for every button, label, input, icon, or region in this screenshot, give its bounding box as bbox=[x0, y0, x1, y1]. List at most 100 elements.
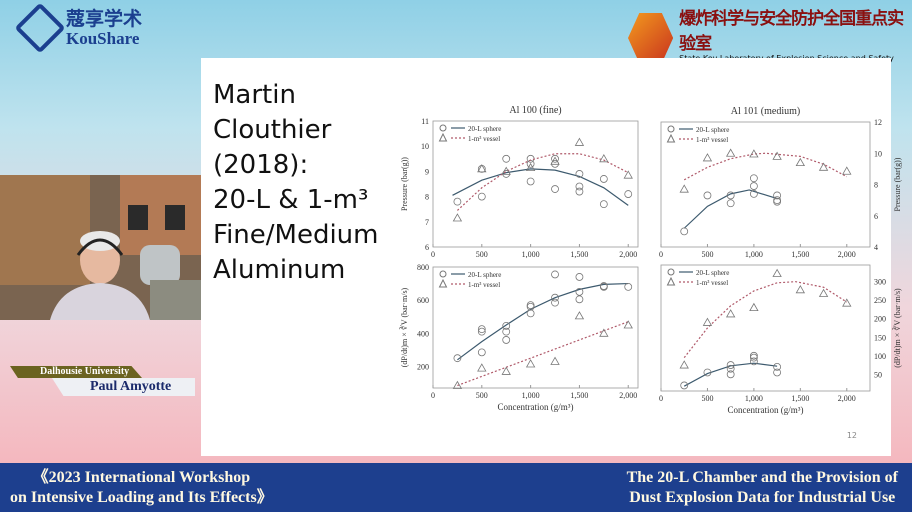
y-tick-label: 600 bbox=[417, 296, 429, 305]
x-tick-label: 2,000 bbox=[838, 394, 856, 403]
sphere-data-point bbox=[599, 200, 608, 209]
sphere-data-point bbox=[599, 175, 608, 183]
sphere-data-point bbox=[477, 325, 486, 334]
plot-frame bbox=[432, 120, 639, 248]
talk-line2: Dust Explosion Data for Industrial Use bbox=[629, 489, 896, 506]
vessel-data-point bbox=[679, 360, 689, 369]
legend-label: 1-m³ vessel bbox=[696, 136, 728, 144]
sphere-data-point bbox=[575, 182, 584, 191]
vessel-data-point bbox=[477, 164, 487, 173]
bottom-banner: 《2023 International Workshop on Intensive… bbox=[0, 463, 912, 512]
vessel-data-point bbox=[795, 285, 806, 294]
workshop-title: 《2023 International Workshop on Intensive… bbox=[10, 468, 273, 508]
y-axis-label: Pressure (bar(g)) bbox=[400, 157, 409, 211]
x-tick-label: 2,000 bbox=[838, 250, 856, 259]
y-axis-label: (dP/dt)m × ∛V (bar·m/s) bbox=[399, 287, 409, 367]
plot-frame bbox=[432, 266, 639, 389]
x-tick-label: 1,000 bbox=[522, 391, 540, 400]
sphere-data-point bbox=[749, 189, 758, 198]
legend-circle-icon bbox=[439, 124, 447, 132]
sphere-fit-line bbox=[457, 282, 629, 361]
sphere-data-point bbox=[551, 154, 559, 163]
y-axis-label: (dP/dt)m × ∛V (bar·m/s) bbox=[892, 288, 902, 368]
x-tick-label: 500 bbox=[476, 391, 488, 400]
chart-panel-2: 0 500 1,000 1,500 2,000 200 400 600 800 (dP/dt)m … bbox=[399, 263, 639, 412]
sphere-fit-line bbox=[683, 362, 778, 387]
x-tick-label: 1,000 bbox=[522, 250, 540, 259]
y-tick-label: 12 bbox=[874, 118, 882, 127]
y-tick-label: 200 bbox=[417, 362, 429, 371]
sphere-data-point bbox=[526, 309, 535, 318]
sphere-fit-line bbox=[452, 168, 629, 206]
x-tick-label: 0 bbox=[431, 250, 435, 259]
y-tick-label: 7 bbox=[425, 218, 429, 227]
sphere-data-point bbox=[624, 190, 633, 198]
sphere-data-point bbox=[680, 381, 689, 390]
y-tick-label: 250 bbox=[874, 296, 886, 305]
y-tick-label: 11 bbox=[421, 117, 429, 126]
logo-cn: 蔻享学术 bbox=[66, 8, 143, 30]
legend-triangle-icon bbox=[666, 276, 676, 286]
vessel-fit-line bbox=[456, 153, 629, 211]
y-tick-label: 200 bbox=[874, 315, 886, 324]
logo-en: KouShare bbox=[66, 29, 140, 48]
lab-hexagon-icon bbox=[628, 13, 674, 63]
vessel-data-point bbox=[452, 380, 463, 389]
sphere-data-point bbox=[575, 295, 584, 304]
workshop-line1: 《2023 International Workshop bbox=[32, 469, 251, 486]
legend-triangle-icon bbox=[438, 132, 448, 142]
legend-circle-icon bbox=[667, 125, 675, 133]
sphere-data-point bbox=[703, 191, 712, 200]
vessel-data-point bbox=[795, 157, 806, 167]
speaker-name: Paul Amyotte bbox=[52, 378, 195, 396]
sphere-data-point bbox=[726, 191, 735, 200]
y-tick-label: 800 bbox=[417, 263, 429, 272]
vessel-data-point bbox=[623, 170, 633, 179]
sphere-data-point bbox=[773, 191, 782, 200]
y-tick-label: 50 bbox=[874, 370, 882, 379]
vessel-fit-line bbox=[683, 152, 848, 181]
sphere-data-point bbox=[477, 348, 486, 357]
sphere-data-point bbox=[726, 370, 735, 379]
y-tick-label: 400 bbox=[417, 329, 429, 338]
workshop-line2: on Intensive Loading and Its Effects》 bbox=[10, 489, 273, 506]
x-axis-label: Concentration (g/m³) bbox=[728, 405, 804, 415]
x-tick-label: 1,500 bbox=[570, 391, 588, 400]
slide-page-number: 12 bbox=[846, 431, 857, 440]
sphere-data-point bbox=[575, 170, 584, 178]
x-tick-label: 1,000 bbox=[745, 394, 763, 403]
sphere-data-point bbox=[749, 357, 758, 366]
plot-frame bbox=[660, 264, 871, 392]
vessel-data-point bbox=[574, 137, 585, 146]
y-tick-label: 6 bbox=[425, 243, 429, 252]
vessel-data-point bbox=[525, 359, 536, 368]
sphere-data-point bbox=[749, 351, 758, 360]
sphere-data-point bbox=[551, 185, 559, 193]
vessel-data-point bbox=[772, 268, 782, 277]
talk-title: The 20-L Chamber and the Provision of Dus… bbox=[627, 468, 898, 508]
vessel-data-point bbox=[842, 166, 852, 175]
vessel-data-point bbox=[501, 166, 511, 175]
sphere-data-point bbox=[575, 187, 584, 196]
sphere-data-point bbox=[575, 273, 584, 281]
chart-panel-0: Al 100 (fine) 0 500 1,000 1,500 2,000 6 7 8 9 10 11… bbox=[400, 105, 639, 259]
sphere-data-point bbox=[599, 282, 608, 291]
sphere-fit-line bbox=[683, 189, 778, 229]
vessel-data-point bbox=[818, 288, 829, 297]
legend-circle-icon bbox=[439, 270, 447, 278]
koushare-logo: 蔻享学术 KouShare bbox=[14, 2, 143, 54]
y-tick-label: 100 bbox=[874, 352, 886, 361]
y-tick-label: 6 bbox=[874, 212, 878, 221]
sphere-data-point bbox=[726, 199, 735, 208]
y-tick-label: 300 bbox=[874, 278, 886, 287]
vessel-data-point bbox=[623, 320, 633, 329]
sphere-data-point bbox=[773, 363, 782, 371]
chart-panel-3: 0 500 1,000 1,500 2,000 50 100 150 200 250 300 (dP/… bbox=[659, 264, 902, 415]
x-tick-label: 500 bbox=[701, 250, 713, 259]
sphere-data-point bbox=[726, 364, 735, 373]
slide-title: Martin Clouthier (2018): 20-L & 1-m³ Fin… bbox=[213, 80, 379, 285]
sphere-data-point bbox=[477, 192, 486, 201]
chart-title: Al 100 (fine) bbox=[509, 105, 561, 116]
sphere-data-point bbox=[551, 293, 559, 302]
